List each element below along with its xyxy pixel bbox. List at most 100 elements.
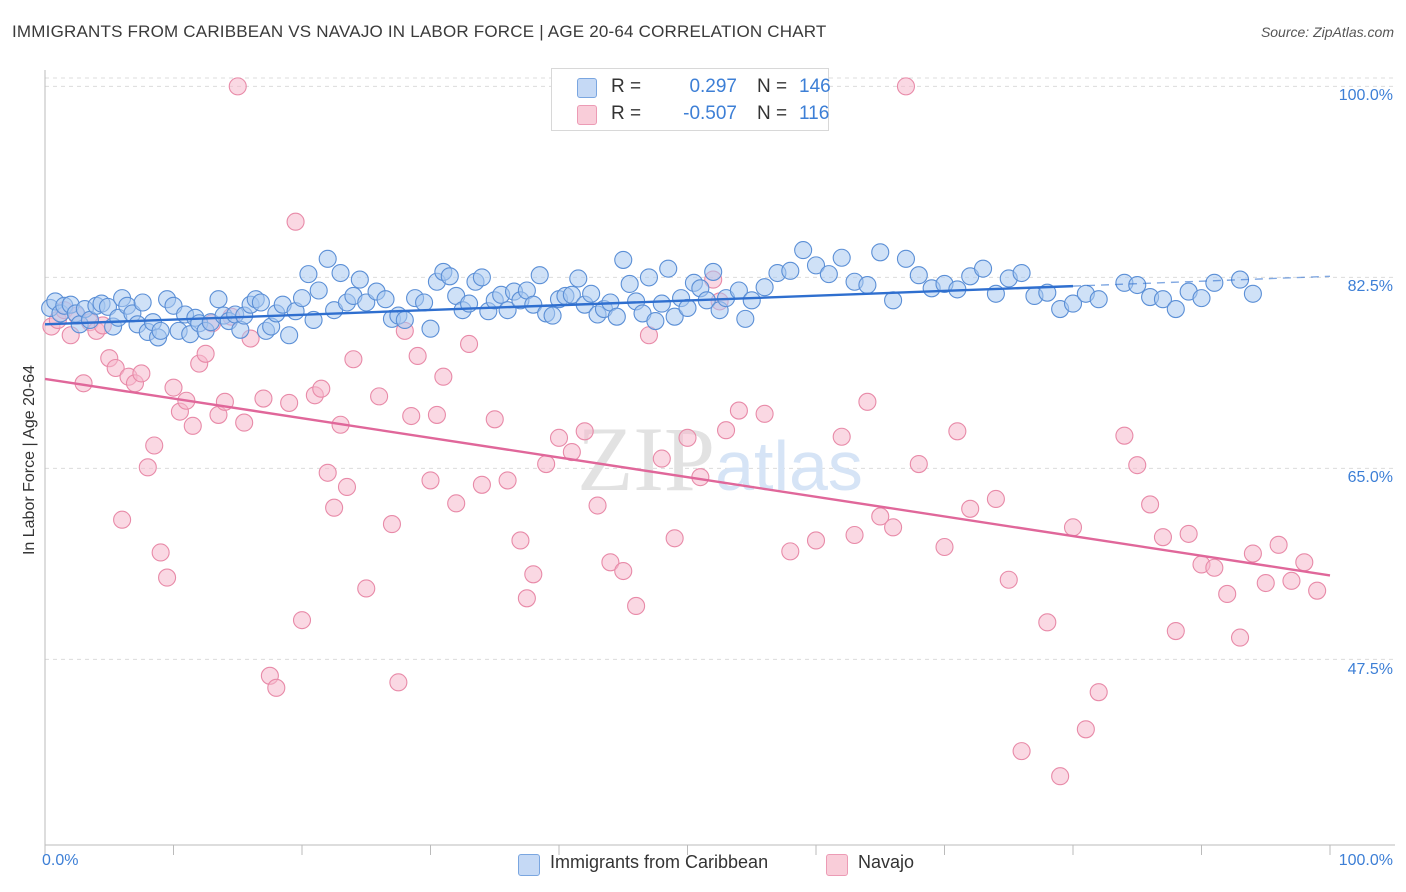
navajo-point [427, 405, 446, 424]
navajo-point [871, 507, 890, 526]
navajo-point [575, 422, 594, 441]
caribbean-point [678, 298, 697, 318]
n-label: N = [757, 76, 788, 97]
caribbean-point [659, 259, 678, 278]
navajo-point [601, 553, 620, 572]
caribbean-point [819, 265, 838, 284]
caribbean-point [582, 284, 601, 303]
navajo-point [485, 410, 504, 429]
caribbean-point [440, 267, 459, 286]
navajo-point [447, 494, 466, 513]
navajo-point [312, 379, 331, 398]
navajo-point [1051, 767, 1070, 786]
navajo-point [1141, 495, 1160, 514]
y-tick-label: 47.5% [1347, 661, 1393, 678]
navajo-point [421, 471, 440, 490]
caribbean-point [1128, 275, 1147, 295]
navajo-point [948, 422, 967, 441]
n-value: 116 [799, 103, 830, 124]
navajo-point [389, 673, 408, 692]
caribbean-point [292, 289, 312, 308]
navajo-point [627, 596, 646, 616]
navajo-point [498, 471, 517, 490]
caribbean-point [133, 293, 152, 312]
navajo-point [434, 367, 453, 386]
navajo-trend-line [44, 377, 1331, 577]
axes [44, 70, 1395, 855]
navajo-point [1115, 426, 1134, 445]
navajo-point [1218, 584, 1237, 603]
navajo-point [196, 344, 215, 363]
y-tick-label: 100.0% [1338, 87, 1393, 104]
navajo-point [235, 413, 254, 432]
caribbean-point [973, 259, 993, 278]
navajo-point [1076, 720, 1095, 739]
chart-title: IMMIGRANTS FROM CARIBBEAN VS NAVAJO IN L… [12, 22, 827, 41]
caribbean-point [304, 310, 323, 330]
navajo-point [935, 537, 954, 557]
caribbean-point [415, 293, 434, 312]
caribbean-point [331, 263, 350, 283]
navajo-point [459, 334, 479, 354]
caribbean-point [318, 249, 337, 268]
caribbean-point [251, 293, 270, 312]
blue-swatch [577, 78, 597, 98]
navajo-point [1012, 742, 1031, 761]
navajo-point [537, 454, 556, 474]
navajo-point [1256, 573, 1275, 593]
navajo-point [517, 589, 536, 608]
caribbean-point [562, 285, 581, 304]
navajo-point [884, 518, 903, 537]
navajo-point [896, 77, 916, 96]
navajo-point [1063, 518, 1083, 537]
caribbean-point [350, 270, 369, 289]
navajo-point [113, 510, 132, 529]
navajo-point [145, 436, 164, 455]
watermark: ZIPatlas [577, 408, 863, 510]
source-credit: Source: ZipAtlas.com [1260, 24, 1394, 40]
r-value: -0.507 [683, 103, 737, 124]
x-tick-label: 100.0% [1338, 852, 1393, 869]
navajo-point [370, 387, 389, 406]
navajo-point [986, 489, 1005, 509]
navajo-point [286, 212, 305, 231]
navajo-point [318, 463, 337, 482]
caribbean-point [896, 249, 916, 268]
caribbean-point [151, 321, 170, 340]
caribbean-point [472, 268, 491, 287]
navajo-point [588, 496, 607, 515]
caribbean-point [309, 281, 328, 300]
navajo-point [961, 499, 980, 518]
r-value: 0.297 [689, 76, 737, 97]
blue-swatch [518, 854, 540, 876]
caribbean-point [1192, 289, 1211, 308]
navajo-point [106, 358, 125, 378]
navajo-point [382, 515, 402, 534]
caribbean-point [209, 290, 228, 309]
caribbean-point [299, 265, 318, 284]
navajo-point [678, 428, 697, 447]
navajo-point [472, 475, 491, 494]
caribbean-point [1063, 294, 1083, 313]
caribbean-point [1153, 290, 1172, 309]
caribbean-point [530, 266, 549, 285]
navajo-point [1128, 456, 1147, 475]
caribbean-point [620, 274, 639, 293]
navajo-point [652, 449, 671, 468]
caribbean-point [421, 319, 440, 338]
navajo-point [337, 477, 357, 497]
legend-label: Immigrants from Caribbean [550, 852, 769, 872]
caribbean-point [614, 250, 633, 269]
y-axis-label: In Labor Force | Age 20-64 [21, 364, 38, 556]
navajo-point [511, 531, 530, 550]
navajo-point [164, 378, 183, 397]
navajo-point [292, 611, 312, 630]
navajo-point [325, 498, 344, 517]
caribbean-point [395, 310, 414, 330]
navajo-point [1243, 544, 1262, 563]
caribbean-point [742, 291, 761, 310]
navajo-point [151, 543, 170, 562]
navajo-point [402, 406, 421, 426]
caribbean-point [652, 294, 671, 313]
